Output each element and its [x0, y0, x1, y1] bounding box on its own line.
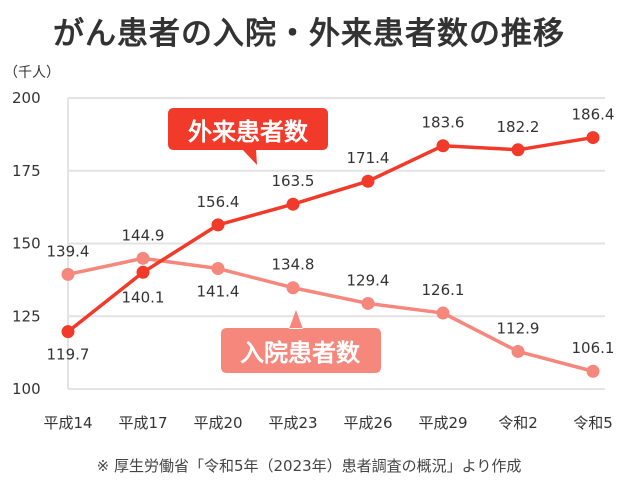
inpatient-value-label: 126.1 [422, 281, 465, 299]
x-tick-label: 平成26 [343, 414, 392, 432]
grid-lines [67, 97, 605, 390]
inpatient-value-label: 134.8 [272, 256, 315, 274]
inpatient-value-label: 139.4 [47, 242, 90, 260]
inpatient-value-label: 144.9 [122, 226, 165, 244]
outpatient-line [66, 135, 594, 334]
x-tick-label: 平成23 [268, 414, 317, 432]
outpatient-point [511, 143, 525, 157]
inpatient-value-label: 141.4 [197, 283, 240, 301]
inpatient-point [286, 281, 300, 295]
y-axis-ticks: 100 125 150 175 200 [12, 89, 41, 398]
inpatient-value-label: 112.9 [497, 319, 540, 337]
inpatient-line [67, 256, 594, 373]
outpatient-point [61, 325, 75, 339]
x-tick-label: 平成20 [193, 414, 242, 432]
outpatient-callout: 外来患者数 [168, 108, 328, 165]
y-tick-label: 175 [12, 162, 41, 180]
x-tick-label: 令和5 [573, 414, 613, 432]
x-axis-ticks: 平成14 平成17 平成20 平成23 平成26 平成29 令和2 令和5 [43, 414, 612, 432]
outpatient-value-label: 171.4 [347, 149, 390, 167]
inpatient-point [511, 344, 525, 358]
x-tick-label: 平成17 [118, 414, 167, 432]
outpatient-point [361, 174, 375, 188]
inpatient-callout-bubble [221, 310, 381, 373]
outpatient-point [211, 218, 225, 232]
outpatient-callout-bubble [168, 108, 328, 165]
inpatient-callout: 入院患者数 [221, 310, 381, 373]
inpatient-value-label: 106.1 [572, 339, 615, 357]
x-tick-label: 令和2 [498, 414, 538, 432]
outpatient-value-label: 186.4 [572, 106, 615, 124]
outpatient-point [436, 139, 450, 153]
outpatient-value-label: 119.7 [47, 346, 90, 364]
outpatient-value-label: 183.6 [422, 114, 465, 132]
outpatient-value-label: 156.4 [197, 193, 240, 211]
y-tick-label: 125 [12, 307, 41, 325]
y-axis-unit-label: （千人） [4, 65, 60, 81]
outpatient-value-label: 182.2 [497, 118, 540, 136]
outpatient-point [586, 131, 600, 145]
outpatient-point [286, 197, 300, 211]
outpatient-value-label: 140.1 [122, 288, 165, 306]
outpatient-point [136, 265, 150, 279]
inpatient-value-label: 129.4 [347, 271, 390, 289]
inpatient-point [61, 267, 75, 281]
x-tick-label: 平成14 [43, 414, 92, 432]
inpatient-callout-label: 入院患者数 [240, 339, 361, 367]
y-tick-label: 100 [12, 380, 41, 398]
x-tick-label: 平成29 [418, 414, 467, 432]
inpatient-point [436, 306, 450, 320]
y-tick-label: 150 [12, 235, 41, 253]
inpatient-point [361, 296, 375, 310]
source-footnote: ※ 厚生労働省「令和5年（2023年）患者調査の概況」より作成 [96, 457, 522, 475]
series-lines [61, 131, 600, 378]
outpatient-callout-label: 外来患者数 [188, 118, 309, 146]
inpatient-point [211, 262, 225, 276]
y-tick-label: 200 [12, 89, 41, 107]
outpatient-value-label: 163.5 [272, 172, 315, 190]
data-labels: 119.7 140.1 156.4 163.5 171.4 183.6 182.2 186.4… [47, 106, 615, 364]
inpatient-point [136, 251, 150, 265]
chart-title: がん患者の入院・外来患者数の推移 [53, 16, 565, 52]
inpatient-point [586, 364, 600, 378]
series-callouts: 外来患者数 入院患者数 [168, 108, 381, 373]
